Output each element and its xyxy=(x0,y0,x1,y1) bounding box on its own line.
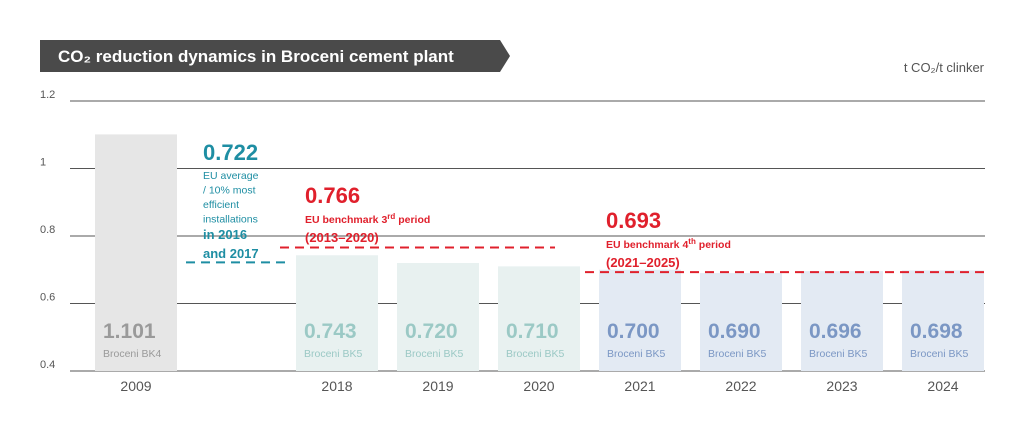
bar-value-label: 1.101 xyxy=(103,320,156,343)
bar-2024 xyxy=(902,270,984,371)
bar-value-label: 0.720 xyxy=(405,320,458,343)
x-tick-label: 2022 xyxy=(725,378,756,394)
eu-average-years: in 2016 xyxy=(203,227,247,242)
bar-value-label: 0.698 xyxy=(910,320,963,343)
eu-benchmark-3rd-value: 0.766 xyxy=(305,183,360,208)
bar-kiln-label: Broceni BK5 xyxy=(405,348,464,360)
x-tick-label: 2024 xyxy=(927,378,958,394)
x-tick-label: 2021 xyxy=(624,378,655,394)
bar-kiln-label: Broceni BK5 xyxy=(708,348,767,360)
bar-2021 xyxy=(599,269,681,371)
chart-title: CO₂ reduction dynamics in Broceni cement… xyxy=(58,47,454,66)
eu-average-years: and 2017 xyxy=(203,246,259,261)
eu-average-caption: installations xyxy=(203,214,258,226)
y-tick-label: 1 xyxy=(40,157,46,169)
eu-average-caption: EU average xyxy=(203,170,259,182)
bar-2018 xyxy=(296,255,378,371)
x-tick-label: 2020 xyxy=(523,378,554,394)
bar-value-label: 0.696 xyxy=(809,320,862,343)
eu-average-caption: / 10% most xyxy=(203,185,256,197)
bar-value-label: 0.743 xyxy=(304,320,357,343)
bar-kiln-label: Broceni BK5 xyxy=(607,348,666,360)
bar-2009 xyxy=(95,134,177,371)
bar-2019 xyxy=(397,263,479,371)
x-axis-labels: 2009 2018 2019 2020 2021 2022 2023 2024 xyxy=(120,378,958,394)
bar-kiln-label: Broceni BK5 xyxy=(304,348,363,360)
x-tick-label: 2023 xyxy=(826,378,857,394)
eu-average-caption: efficient xyxy=(203,199,239,211)
benchmarks: 0.722 EU average / 10% most efficient instal… xyxy=(186,140,985,274)
x-tick-label: 2019 xyxy=(422,378,453,394)
title-banner xyxy=(40,40,510,72)
bar-kiln-label: Broceni BK4 xyxy=(103,348,162,360)
eu-benchmark-4th-value: 0.693 xyxy=(606,208,661,233)
x-tick-label: 2018 xyxy=(321,378,352,394)
y-tick-label: 1.2 xyxy=(40,89,55,101)
y-tick-label: 0.8 xyxy=(40,224,55,236)
eu-benchmark-4th-period: (2021–2025) xyxy=(606,255,680,270)
bar-2022 xyxy=(700,273,782,371)
y-tick-label: 0.4 xyxy=(40,359,55,371)
bar-value-label: 0.690 xyxy=(708,320,761,343)
bar-kiln-label: Broceni BK5 xyxy=(809,348,868,360)
unit-label: t CO₂/t clinker xyxy=(904,60,985,75)
eu-average-value: 0.722 xyxy=(203,140,258,165)
eu-benchmark-4th-caption: EU benchmark 4th period xyxy=(606,237,731,251)
x-tick-label: 2009 xyxy=(120,378,151,394)
bar-kiln-label: Broceni BK5 xyxy=(910,348,969,360)
bar-2023 xyxy=(801,271,883,371)
y-tick-label: 0.6 xyxy=(40,292,55,304)
bar-value-label: 0.710 xyxy=(506,320,559,343)
bar-kiln-label: Broceni BK5 xyxy=(506,348,565,360)
bar-2020 xyxy=(498,266,580,371)
eu-benchmark-3rd-caption: EU benchmark 3rd period xyxy=(305,212,430,226)
bars: 1.101 Broceni BK4 0.743 Broceni BK5 0.720 Bro… xyxy=(95,134,984,371)
eu-benchmark-3rd-period: (2013–2020) xyxy=(305,230,379,245)
bar-value-label: 0.700 xyxy=(607,320,660,343)
